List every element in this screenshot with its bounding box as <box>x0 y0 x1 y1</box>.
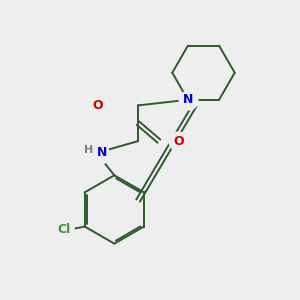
Text: O: O <box>93 99 103 112</box>
Text: O: O <box>173 135 184 148</box>
Text: Cl: Cl <box>57 223 70 236</box>
Text: N: N <box>97 146 108 160</box>
Text: N: N <box>183 93 193 106</box>
Text: H: H <box>84 145 94 155</box>
